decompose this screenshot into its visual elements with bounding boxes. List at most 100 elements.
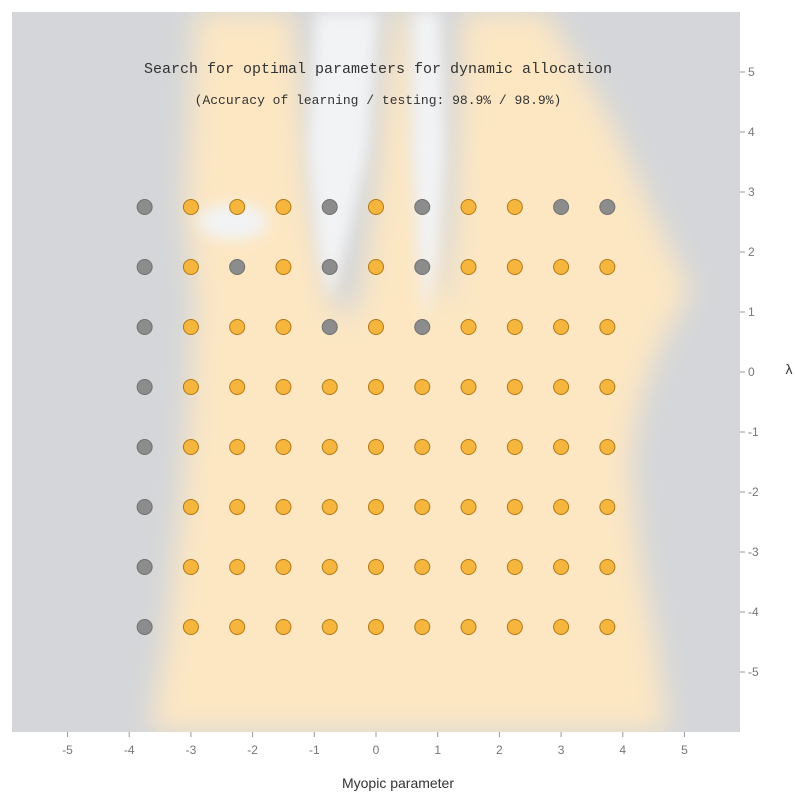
y-tick-label: 2 <box>748 245 755 259</box>
accepted-point <box>368 259 384 275</box>
x-tick-label: 0 <box>373 743 380 757</box>
rejected-point <box>136 499 153 515</box>
x-tick-label: -2 <box>247 743 258 757</box>
accepted-point <box>275 559 292 575</box>
rejected-point <box>321 319 338 335</box>
accepted-point <box>321 499 338 515</box>
y-tick-label: 3 <box>748 185 755 199</box>
accepted-point <box>414 439 431 455</box>
accepted-point <box>414 559 431 575</box>
y-tick-label: 4 <box>748 125 755 139</box>
accepted-point <box>553 259 570 275</box>
accepted-point <box>275 319 292 335</box>
y-tick-label: -5 <box>748 665 759 679</box>
y-tick-label: -1 <box>748 425 759 439</box>
accepted-point <box>506 379 523 395</box>
accepted-point <box>368 559 384 575</box>
rejected-plume-left <box>308 12 378 300</box>
accepted-point <box>275 259 292 275</box>
y-tick-label: -2 <box>748 485 759 499</box>
accepted-point <box>275 199 292 215</box>
chart-subtitle: (Accuracy of learning / testing: 98.9% /… <box>195 93 562 108</box>
accepted-point <box>414 379 431 395</box>
accepted-point <box>275 619 292 635</box>
x-tick-label: 4 <box>619 743 626 757</box>
accepted-point <box>229 319 246 335</box>
accepted-point <box>460 379 477 395</box>
accepted-point <box>182 379 199 395</box>
accepted-point <box>599 559 616 575</box>
x-tick-label: -5 <box>62 743 73 757</box>
accepted-point <box>368 439 384 455</box>
accepted-point <box>599 439 616 455</box>
accepted-point <box>460 199 477 215</box>
rejected-point <box>136 559 153 575</box>
rejected-point <box>414 259 431 275</box>
accepted-point <box>506 199 523 215</box>
accepted-point <box>321 439 338 455</box>
accepted-point <box>506 499 523 515</box>
accepted-point <box>506 619 523 635</box>
accepted-point <box>460 619 477 635</box>
x-axis-label: Myopic parameter <box>342 775 454 791</box>
accepted-point <box>275 499 292 515</box>
rejected-gap-left <box>198 204 268 240</box>
rejected-plume-right <box>412 12 445 320</box>
accepted-point <box>182 499 199 515</box>
chart-title: Search for optimal parameters for dynami… <box>144 61 612 78</box>
y-tick-label: 5 <box>748 65 755 79</box>
accepted-point <box>368 379 384 395</box>
accepted-point <box>321 379 338 395</box>
rejected-point <box>136 199 153 215</box>
accepted-point <box>460 499 477 515</box>
accepted-point <box>599 379 616 395</box>
accepted-point <box>229 619 246 635</box>
accepted-point <box>182 199 199 215</box>
x-tick-label: -3 <box>186 743 197 757</box>
accepted-point <box>182 259 199 275</box>
accepted-region <box>150 12 690 732</box>
decision-region <box>12 12 740 732</box>
accepted-point <box>506 259 523 275</box>
x-axis-ticks: -5 -4 -3 -2 -1 0 1 2 3 4 5 <box>62 732 688 757</box>
y-axis-label: λ <box>786 361 793 377</box>
accepted-point <box>506 559 523 575</box>
accepted-point <box>229 439 246 455</box>
x-tick-label: 2 <box>496 743 503 757</box>
accepted-point <box>460 439 477 455</box>
accepted-point <box>414 619 431 635</box>
x-tick-label: -1 <box>309 743 320 757</box>
y-tick-label: 0 <box>748 365 755 379</box>
accepted-point <box>553 439 570 455</box>
x-tick-label: 1 <box>434 743 441 757</box>
accepted-point <box>599 259 616 275</box>
rejected-point <box>321 199 338 215</box>
y-axis-ticks: 5 4 3 2 1 0 -1 -2 -3 -4 -5 <box>740 65 759 679</box>
y-tick-label: -4 <box>748 605 759 619</box>
rejected-point <box>321 259 338 275</box>
y-tick-label: -3 <box>748 545 759 559</box>
rejected-point <box>414 319 431 335</box>
accepted-point <box>182 559 199 575</box>
accepted-point <box>460 319 477 335</box>
accepted-point <box>599 619 616 635</box>
rejected-point <box>553 199 570 215</box>
accepted-point <box>553 499 570 515</box>
accepted-point <box>368 499 384 515</box>
accepted-point <box>182 439 199 455</box>
rejected-point <box>136 379 153 395</box>
accepted-point <box>321 619 338 635</box>
accepted-point <box>553 619 570 635</box>
accepted-point <box>460 259 477 275</box>
accepted-point <box>553 379 570 395</box>
accepted-point <box>506 439 523 455</box>
accepted-point <box>321 559 338 575</box>
accepted-point <box>506 319 523 335</box>
rejected-point <box>599 199 616 215</box>
accepted-point <box>275 379 292 395</box>
y-tick-label: 1 <box>748 305 755 319</box>
rejected-point <box>414 199 431 215</box>
accepted-point <box>599 319 616 335</box>
rejected-point <box>136 439 153 455</box>
